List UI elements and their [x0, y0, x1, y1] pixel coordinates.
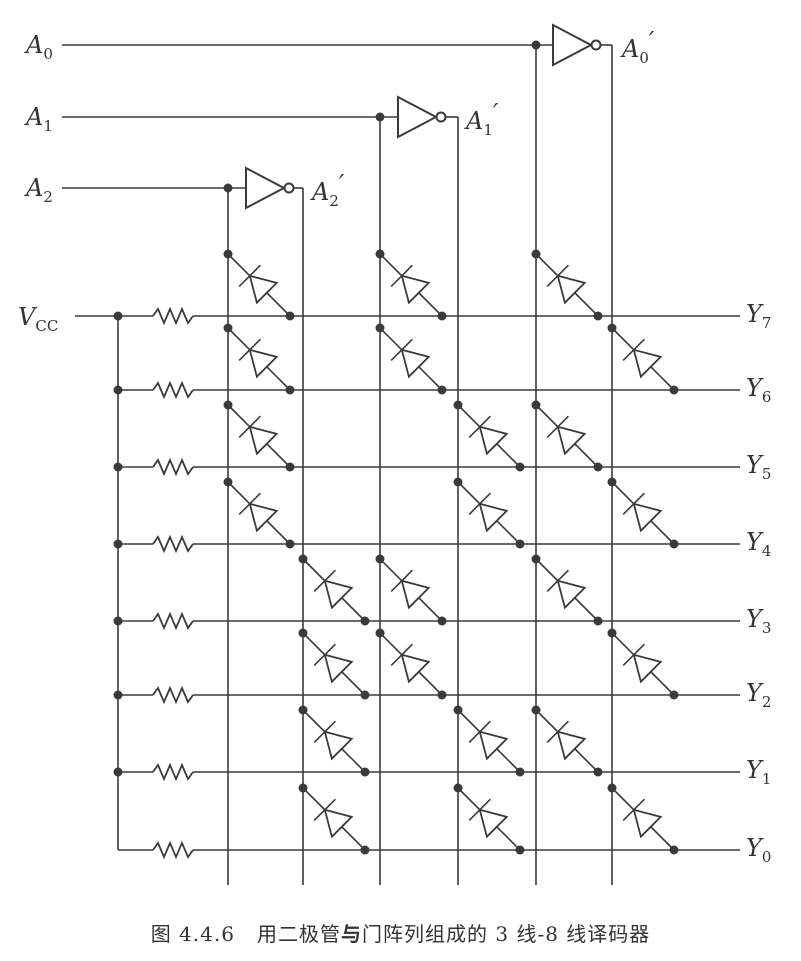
junction-dot: [531, 40, 541, 50]
diode: [379, 253, 443, 317]
junction-dot: [113, 539, 123, 549]
pullup-resistor: [152, 685, 194, 705]
diode: [535, 253, 599, 317]
diode: [227, 253, 291, 317]
output-label-y6: Y6: [746, 374, 771, 406]
junction-dots: [113, 40, 679, 855]
junction-dot: [113, 462, 123, 472]
diode: [302, 558, 366, 622]
inverter-a2: [245, 166, 287, 210]
output-label-y1: Y1: [746, 756, 771, 788]
inverter-a1: [397, 95, 439, 139]
junction-dot: [113, 385, 123, 395]
junction-dot: [113, 767, 123, 777]
pullup-resistor: [152, 534, 194, 554]
input-label-a2: A2: [24, 174, 53, 206]
pullup-resistor: [152, 457, 194, 477]
diode: [379, 558, 443, 622]
figure-caption: 图 4.4.6 用二极管与门阵列组成的 3 线-8 线译码器: [0, 918, 801, 947]
diode: [535, 709, 599, 773]
pullup-resistor: [152, 380, 194, 400]
output-label-y7: Y7: [746, 300, 771, 332]
junction-dot: [223, 183, 233, 193]
caption-emphasis: 与: [341, 922, 363, 946]
wires: [62, 44, 740, 885]
diode: [379, 327, 443, 391]
output-label-y0: Y0: [746, 834, 771, 866]
diode: [611, 787, 675, 851]
output-label-y3: Y3: [746, 605, 771, 637]
diode: [227, 481, 291, 545]
input-label-a1: A1: [24, 103, 53, 135]
inverter-gates: [245, 23, 602, 210]
junction-dot: [113, 616, 123, 626]
pullup-resistor: [152, 840, 194, 860]
diode-array: [227, 253, 675, 851]
decoder-diagram: A0 A1 A2 A0′ A1′ A2′ VCC Y7 Y6 Y5 Y4 Y3 Y2 Y1 Y0: [18, 23, 771, 885]
inverted-label-a1-bar: A1′: [464, 99, 499, 139]
inverter-bubble-a1: [435, 111, 447, 123]
output-label-y4: Y4: [746, 528, 771, 560]
caption-number: 图 4.4.6: [150, 922, 235, 946]
caption-text-before: 用二极管: [257, 922, 342, 946]
diode: [611, 327, 675, 391]
output-label-y5: Y5: [746, 451, 771, 483]
inverter-a0: [552, 23, 594, 67]
inverted-label-a0-bar: A0′: [620, 27, 655, 67]
pullup-resistors: [152, 306, 194, 860]
diode: [457, 787, 521, 851]
diode: [611, 632, 675, 696]
diode: [227, 327, 291, 391]
diode: [302, 632, 366, 696]
diode: [611, 481, 675, 545]
diode: [302, 787, 366, 851]
pullup-resistor: [152, 306, 194, 326]
diode: [457, 709, 521, 773]
junction-dot: [375, 112, 385, 122]
diode: [227, 404, 291, 468]
vcc-label: VCC: [18, 303, 58, 335]
diode: [379, 632, 443, 696]
junction-dot: [113, 690, 123, 700]
inverter-bubble-a0: [590, 39, 602, 51]
caption-text-after: 门阵列组成的 3 线-8 线译码器: [362, 922, 651, 946]
input-label-a0: A0: [24, 31, 53, 63]
pullup-resistor: [152, 762, 194, 782]
diode: [302, 709, 366, 773]
inverter-bubble-a2: [283, 182, 295, 194]
inverted-label-a2-bar: A2′: [310, 170, 345, 210]
output-label-y2: Y2: [746, 679, 771, 711]
junction-dot: [113, 311, 123, 321]
diode: [535, 558, 599, 622]
diode: [457, 481, 521, 545]
diode: [457, 404, 521, 468]
signal-labels: A0 A1 A2 A0′ A1′ A2′ VCC Y7 Y6 Y5 Y4 Y3 Y2 Y1 Y0: [18, 27, 771, 866]
pullup-resistor: [152, 611, 194, 631]
diode: [535, 404, 599, 468]
